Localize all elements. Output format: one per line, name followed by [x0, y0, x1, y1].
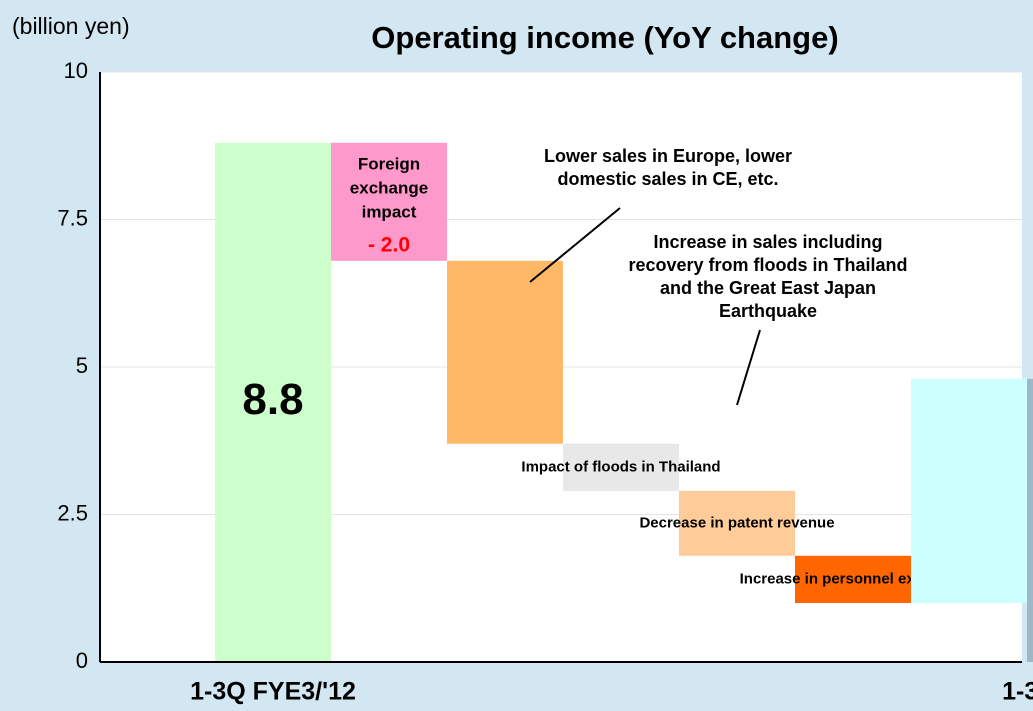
x-tick-label: 1-3Q FYE3/'13: [1002, 678, 1033, 706]
annotation: Earthquake: [719, 301, 817, 321]
bar: [447, 260, 563, 444]
bar-label: Decrease in patent revenue: [639, 514, 834, 531]
bar: [795, 555, 911, 603]
y-axis-label: (billion yen): [12, 13, 130, 39]
value-label: 8.8: [242, 375, 303, 424]
bar-label: Impact of floods in Thailand: [521, 458, 720, 475]
bar-label: exchange: [350, 178, 428, 197]
y-tick-label: 7.5: [57, 205, 88, 230]
bar: [911, 378, 1027, 603]
bar-label: impact: [362, 202, 417, 221]
y-tick-label: 10: [64, 58, 88, 83]
annotation: Increase in sales including: [653, 232, 882, 252]
bar: [1027, 378, 1033, 662]
bar-label: Increase in personnel expenses: [740, 570, 967, 587]
annotation: Lower sales in Europe, lower: [544, 146, 792, 166]
bar: [679, 490, 795, 556]
x-tick-label: 1-3Q FYE3/'12: [190, 678, 356, 706]
value-label: - 2.0: [368, 233, 410, 256]
annotation: recovery from floods in Thailand: [628, 255, 907, 275]
y-tick-label: 2.5: [57, 500, 88, 525]
leader-line: [736, 329, 761, 406]
leader-line: [529, 207, 621, 283]
annotation: domestic sales in CE, etc.: [557, 169, 778, 189]
bar: [563, 443, 679, 491]
bar-label: Foreign: [358, 154, 420, 173]
y-tick-label: 5: [76, 353, 88, 378]
bar: [331, 142, 447, 261]
bar: [215, 142, 331, 663]
y-tick-label: 0: [76, 648, 88, 673]
annotation: and the Great East Japan: [660, 278, 876, 298]
chart-title: Operating income (YoY change): [371, 20, 838, 55]
